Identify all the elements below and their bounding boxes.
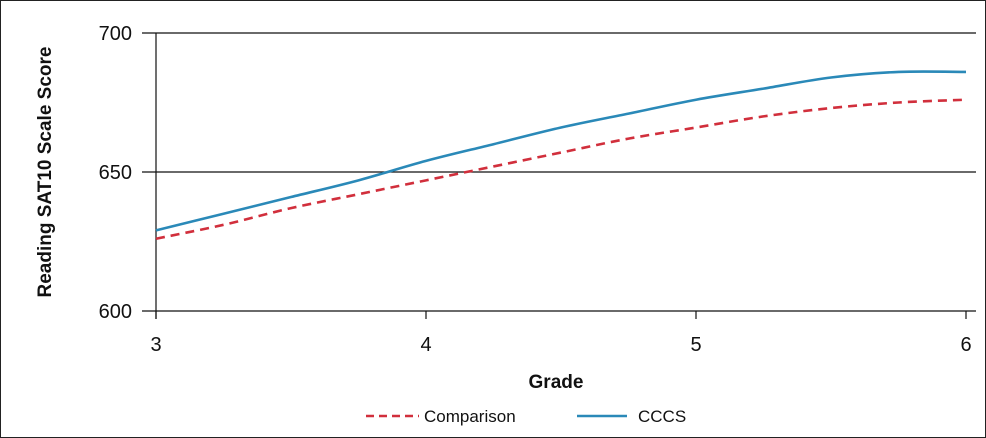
series-lines bbox=[155, 70, 967, 240]
gridlines bbox=[142, 32, 976, 173]
y-tick-labels: 600 650 700 bbox=[99, 23, 132, 323]
x-tick-labels: 3 4 5 6 bbox=[150, 311, 972, 356]
y-tick-label: 650 bbox=[99, 162, 132, 184]
legend: Comparison CCCS bbox=[366, 407, 686, 426]
x-tick-label: 5 bbox=[690, 334, 701, 356]
legend-label-cccs: CCCS bbox=[638, 407, 686, 426]
y-axis-title: Reading SAT10 Scale Score bbox=[35, 47, 56, 298]
y-tick-label: 700 bbox=[99, 23, 132, 45]
legend-label-comparison: Comparison bbox=[424, 407, 516, 426]
axes bbox=[142, 33, 976, 319]
series-line-comparison bbox=[155, 98, 967, 240]
y-tick-label: 600 bbox=[99, 301, 132, 323]
series-line-cccs bbox=[155, 70, 967, 232]
x-tick-label: 4 bbox=[420, 334, 431, 356]
x-axis-title: Grade bbox=[529, 372, 584, 393]
x-tick-label: 3 bbox=[150, 334, 161, 356]
x-tick-label: 6 bbox=[960, 334, 971, 356]
